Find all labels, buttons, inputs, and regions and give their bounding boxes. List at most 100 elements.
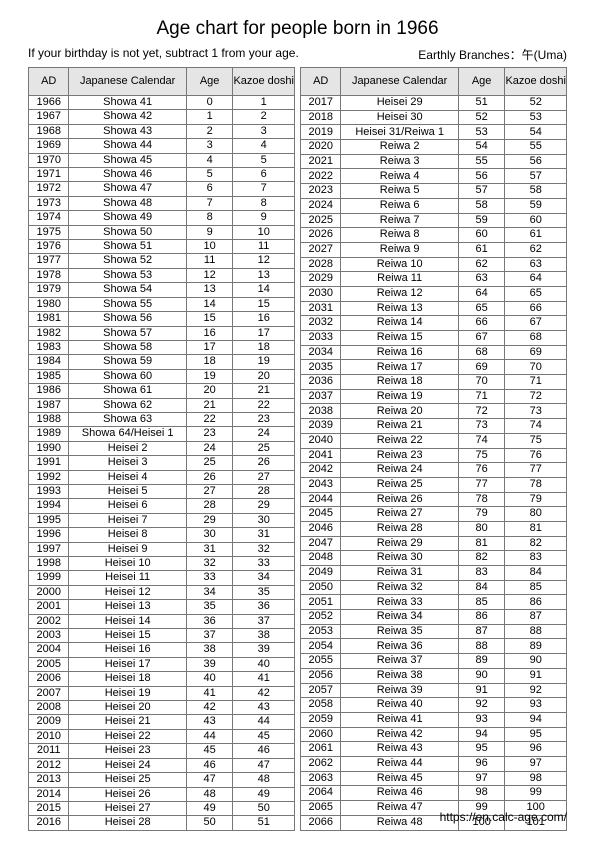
cell-k: 42 (233, 686, 295, 700)
cell-jp: Reiwa 30 (341, 551, 458, 566)
table-row: 2046Reiwa 288081 (301, 521, 567, 536)
cell-age: 45 (186, 744, 233, 758)
cell-age: 85 (458, 595, 505, 610)
table-row: 2029Reiwa 116364 (301, 272, 567, 287)
table-row: 2033Reiwa 156768 (301, 331, 567, 346)
cell-jp: Reiwa 39 (341, 683, 458, 698)
cell-jp: Heisei 23 (69, 744, 186, 758)
table-row: 2017Heisei 295152 (301, 96, 567, 111)
table-row: 1997Heisei 93132 (29, 542, 295, 556)
cell-age: 62 (458, 257, 505, 272)
cell-k: 23 (233, 412, 295, 426)
cell-jp: Reiwa 20 (341, 404, 458, 419)
cell-ad: 2051 (301, 595, 341, 610)
table-row: 2060Reiwa 429495 (301, 727, 567, 742)
cell-jp: Showa 45 (69, 153, 186, 167)
cell-age: 64 (458, 286, 505, 301)
cell-k: 15 (233, 297, 295, 311)
cell-jp: Showa 43 (69, 124, 186, 138)
table-row: 2062Reiwa 449697 (301, 756, 567, 771)
table-row: 2061Reiwa 439596 (301, 742, 567, 757)
cell-age: 3 (186, 139, 233, 153)
cell-k: 33 (233, 557, 295, 571)
cell-age: 20 (186, 384, 233, 398)
cell-ad: 2005 (29, 657, 69, 671)
cell-k: 8 (233, 196, 295, 210)
table-row: 2040Reiwa 227475 (301, 433, 567, 448)
cell-ad: 1987 (29, 398, 69, 412)
cell-age: 15 (186, 312, 233, 326)
cell-jp: Reiwa 46 (341, 786, 458, 801)
cell-age: 53 (458, 125, 505, 140)
cell-ad: 1982 (29, 326, 69, 340)
cell-ad: 2016 (29, 816, 69, 830)
cell-jp: Heisei 28 (69, 816, 186, 830)
cell-jp: Heisei 9 (69, 542, 186, 556)
cell-age: 60 (458, 228, 505, 243)
cell-k: 19 (233, 355, 295, 369)
cell-k: 80 (505, 507, 567, 522)
cell-age: 21 (186, 398, 233, 412)
cell-age: 30 (186, 528, 233, 542)
table-row: 2052Reiwa 348687 (301, 610, 567, 625)
cell-age: 86 (458, 610, 505, 625)
cell-ad: 1983 (29, 340, 69, 354)
cell-k: 78 (505, 477, 567, 492)
cell-k: 95 (505, 727, 567, 742)
cell-age: 0 (186, 96, 233, 110)
table-row: 1976Showa 511011 (29, 240, 295, 254)
table-row: 1999Heisei 113334 (29, 571, 295, 585)
cell-age: 4 (186, 153, 233, 167)
cell-age: 61 (458, 242, 505, 257)
cell-ad: 2001 (29, 600, 69, 614)
cell-jp: Showa 53 (69, 268, 186, 282)
cell-jp: Showa 64/Heisei 1 (69, 427, 186, 441)
cell-age: 54 (458, 140, 505, 155)
cell-age: 37 (186, 629, 233, 643)
table-row: 1967Showa 4212 (29, 110, 295, 124)
cell-age: 27 (186, 484, 233, 498)
table-row: 2031Reiwa 136566 (301, 301, 567, 316)
col-ad: AD (301, 68, 341, 96)
cell-jp: Showa 52 (69, 254, 186, 268)
cell-k: 46 (233, 744, 295, 758)
cell-k: 58 (505, 184, 567, 199)
cell-ad: 2006 (29, 672, 69, 686)
cell-jp: Heisei 18 (69, 672, 186, 686)
table-row: 2014Heisei 264849 (29, 787, 295, 801)
cell-ad: 2037 (301, 389, 341, 404)
cell-ad: 2048 (301, 551, 341, 566)
table-row: 1968Showa 4323 (29, 124, 295, 138)
cell-age: 96 (458, 756, 505, 771)
cell-k: 65 (505, 286, 567, 301)
cell-jp: Heisei 17 (69, 657, 186, 671)
cell-jp: Reiwa 42 (341, 727, 458, 742)
table-row: 2037Reiwa 197172 (301, 389, 567, 404)
cell-ad: 1996 (29, 528, 69, 542)
cell-jp: Showa 41 (69, 96, 186, 110)
cell-k: 20 (233, 369, 295, 383)
table-row: 2011Heisei 234546 (29, 744, 295, 758)
cell-jp: Showa 56 (69, 312, 186, 326)
table-row: 2006Heisei 184041 (29, 672, 295, 686)
cell-ad: 2014 (29, 787, 69, 801)
cell-jp: Heisei 21 (69, 715, 186, 729)
cell-age: 82 (458, 551, 505, 566)
cell-ad: 2007 (29, 686, 69, 700)
cell-k: 54 (505, 125, 567, 140)
cell-jp: Reiwa 44 (341, 756, 458, 771)
cell-jp: Reiwa 34 (341, 610, 458, 625)
age-table-left: AD Japanese Calendar Age Kazoe doshi 196… (28, 67, 295, 831)
cell-jp: Heisei 24 (69, 758, 186, 772)
cell-k: 87 (505, 610, 567, 625)
cell-age: 13 (186, 283, 233, 297)
table-row: 2030Reiwa 126465 (301, 286, 567, 301)
table-row: 1970Showa 4545 (29, 153, 295, 167)
cell-ad: 1991 (29, 456, 69, 470)
cell-ad: 2054 (301, 639, 341, 654)
table-row: 2057Reiwa 399192 (301, 683, 567, 698)
cell-jp: Heisei 27 (69, 801, 186, 815)
cell-k: 4 (233, 139, 295, 153)
cell-jp: Reiwa 28 (341, 521, 458, 536)
table-row: 1991Heisei 32526 (29, 456, 295, 470)
